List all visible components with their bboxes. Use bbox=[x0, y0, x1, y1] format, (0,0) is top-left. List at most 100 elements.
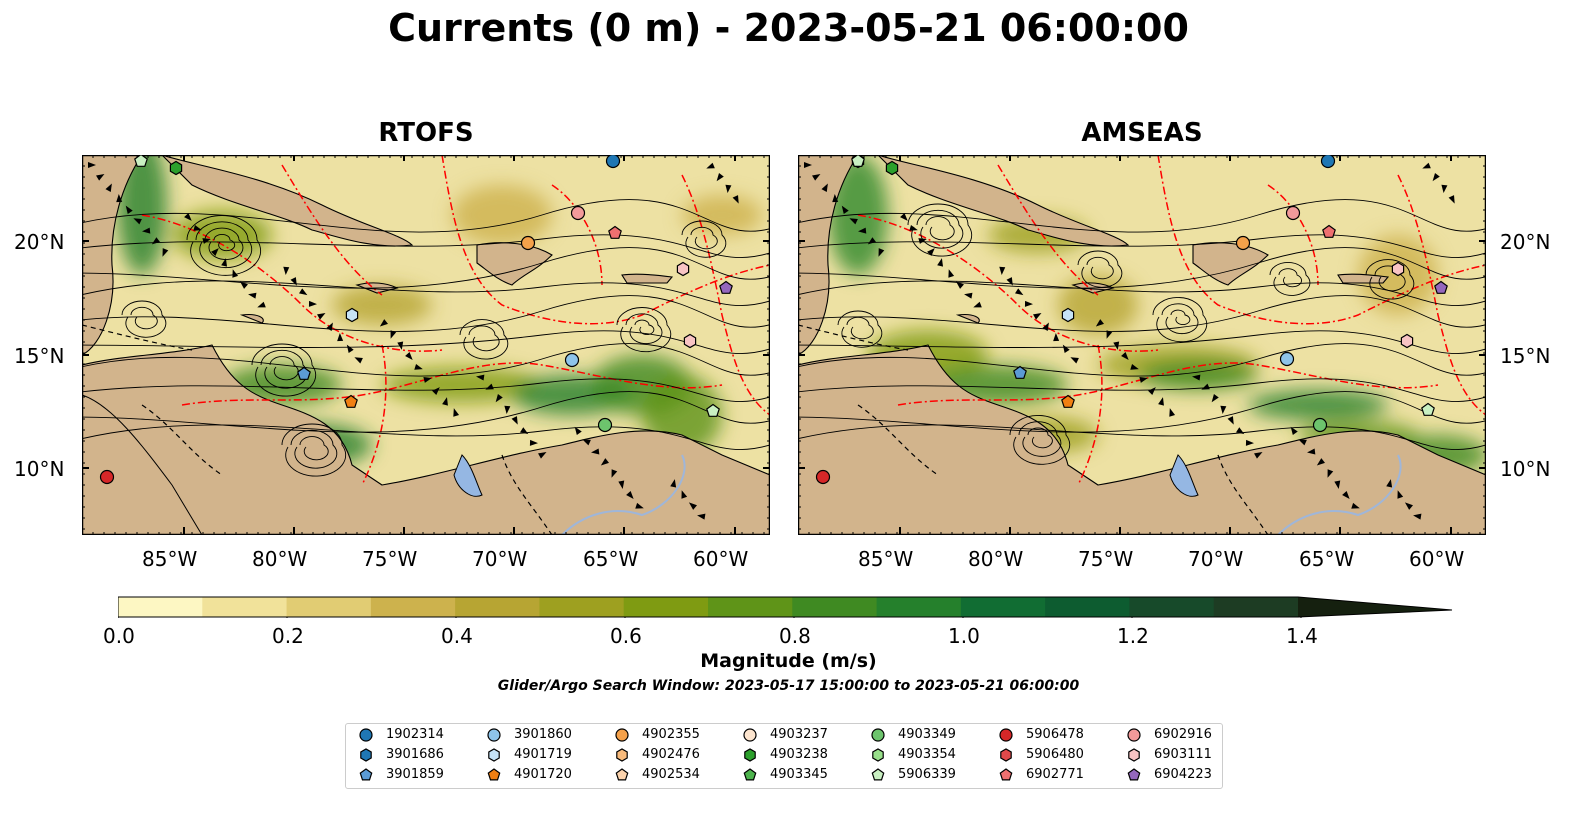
colorbar-tick-6: 1.2 bbox=[1117, 624, 1149, 648]
stream-arrows bbox=[804, 162, 1455, 520]
colorbar-segment bbox=[455, 597, 540, 617]
landmass bbox=[798, 155, 859, 356]
lon-label-65-right: 65°W bbox=[1299, 547, 1355, 571]
legend-marker-circle bbox=[487, 728, 501, 742]
float-1902314 bbox=[1320, 155, 1336, 169]
legend-label: 4903238 bbox=[770, 747, 828, 762]
legend-label: 4903345 bbox=[770, 767, 828, 782]
legend-label: 4902355 bbox=[642, 727, 700, 742]
lon-label-65-left: 65°W bbox=[583, 547, 639, 571]
lake-maracaibo bbox=[1169, 454, 1199, 497]
lat-label-10-left: 10°N bbox=[14, 457, 65, 481]
colorbar-segment bbox=[539, 597, 625, 617]
legend-marker bbox=[871, 768, 885, 781]
legend-label: 4902534 bbox=[642, 767, 700, 782]
colorbar-segment bbox=[792, 597, 878, 617]
float-6903111 bbox=[1400, 333, 1414, 349]
float-5906339 bbox=[706, 403, 720, 417]
legend-marker-circle bbox=[359, 728, 373, 742]
legend-label: 6904223 bbox=[1154, 767, 1212, 782]
legend-marker bbox=[487, 768, 501, 781]
legend-marker bbox=[1127, 728, 1141, 742]
colorbar-segment bbox=[202, 597, 288, 617]
legend-marker-hexagon bbox=[360, 748, 372, 762]
legend-label: 3901859 bbox=[386, 767, 444, 782]
legend-label: 4901719 bbox=[514, 747, 572, 762]
panel-title-amseas: AMSEAS bbox=[1081, 118, 1203, 148]
landmass bbox=[877, 155, 1130, 247]
legend-marker bbox=[615, 768, 629, 781]
legend-label: 4903349 bbox=[898, 727, 956, 742]
float-1902314 bbox=[605, 155, 621, 169]
legend-marker bbox=[871, 728, 885, 742]
float-3901859 bbox=[1013, 365, 1027, 379]
colorbar bbox=[118, 596, 1453, 618]
legend-marker-pentagon bbox=[871, 768, 885, 781]
float-4901719 bbox=[1061, 307, 1075, 323]
legend-label: 5906480 bbox=[1026, 747, 1084, 762]
legend-label: 4903354 bbox=[898, 747, 956, 762]
colorbar-segment bbox=[876, 597, 962, 617]
legend-marker-pentagon bbox=[1127, 768, 1141, 781]
lon-label-70-right: 70°W bbox=[1188, 547, 1244, 571]
legend-label: 6903111 bbox=[1154, 747, 1212, 762]
legend-label: 5906478 bbox=[1026, 727, 1084, 742]
float-5906478 bbox=[815, 469, 831, 485]
float-5906339 bbox=[1421, 402, 1435, 416]
legend-marker bbox=[359, 728, 373, 742]
legend-marker-pentagon bbox=[615, 768, 629, 781]
map-amseas bbox=[798, 155, 1486, 535]
colorbar-segment bbox=[370, 597, 456, 617]
float-6904223 bbox=[719, 280, 733, 294]
float-6902771 bbox=[608, 225, 622, 239]
landmass bbox=[161, 155, 414, 247]
stream-arrows bbox=[88, 162, 739, 520]
colorbar-segment bbox=[1045, 597, 1130, 617]
lat-label-20-left: 20°N bbox=[14, 230, 65, 254]
legend-marker bbox=[488, 748, 500, 762]
lat-label-15-right: 15°N bbox=[1500, 344, 1551, 368]
legend-marker-circle bbox=[871, 728, 885, 742]
legend-marker-pentagon bbox=[359, 768, 373, 781]
landmass bbox=[82, 155, 143, 356]
colorbar-tick-0: 0.0 bbox=[103, 624, 135, 648]
colorbar-segment bbox=[1213, 597, 1299, 617]
float-4901719 bbox=[345, 307, 359, 323]
colorbar-segment bbox=[960, 597, 1046, 617]
legend-label: 3901860 bbox=[514, 727, 572, 742]
colorbar-segment bbox=[1129, 597, 1215, 617]
lon-label-85-left: 85°W bbox=[142, 547, 198, 571]
map-frame bbox=[82, 155, 770, 535]
map-frame bbox=[798, 155, 1486, 535]
country-borders bbox=[798, 324, 1269, 535]
colorbar-segment bbox=[623, 597, 709, 617]
lon-label-60-left: 60°W bbox=[693, 547, 749, 571]
colorbar-label: Magnitude (m/s) bbox=[700, 650, 877, 672]
legend-marker bbox=[743, 728, 757, 742]
colorbar-extend-arrow bbox=[1298, 597, 1452, 617]
legend-marker bbox=[615, 728, 629, 742]
colorbar-tick-2: 0.4 bbox=[441, 624, 473, 648]
colorbar-segment bbox=[286, 597, 372, 617]
figure-title: Currents (0 m) - 2023-05-21 06:00:00 bbox=[388, 6, 1189, 50]
float-3901859 bbox=[297, 366, 311, 380]
legend-marker bbox=[1127, 768, 1141, 781]
legend-marker bbox=[999, 728, 1013, 742]
legend-marker-hexagon bbox=[744, 748, 756, 762]
float-6902771 bbox=[1322, 224, 1336, 238]
legend-marker-circle bbox=[743, 728, 757, 742]
legend-label: 5906339 bbox=[898, 767, 956, 782]
legend-marker-pentagon bbox=[999, 768, 1013, 781]
colorbar-segment bbox=[118, 597, 203, 617]
float-6903111 bbox=[1391, 261, 1405, 277]
colorbar-tick-3: 0.6 bbox=[610, 624, 642, 648]
float-4903238 bbox=[169, 160, 183, 176]
legend-marker-hexagon bbox=[1128, 748, 1140, 762]
lon-label-60-right: 60°W bbox=[1409, 547, 1465, 571]
map-rtofs bbox=[82, 155, 770, 535]
legend-marker-hexagon bbox=[1000, 748, 1012, 762]
lon-label-80-left: 80°W bbox=[252, 547, 308, 571]
map-rtofs-canvas bbox=[82, 155, 770, 535]
legend-label: 4903237 bbox=[770, 727, 828, 742]
float-4903349 bbox=[1312, 417, 1328, 433]
